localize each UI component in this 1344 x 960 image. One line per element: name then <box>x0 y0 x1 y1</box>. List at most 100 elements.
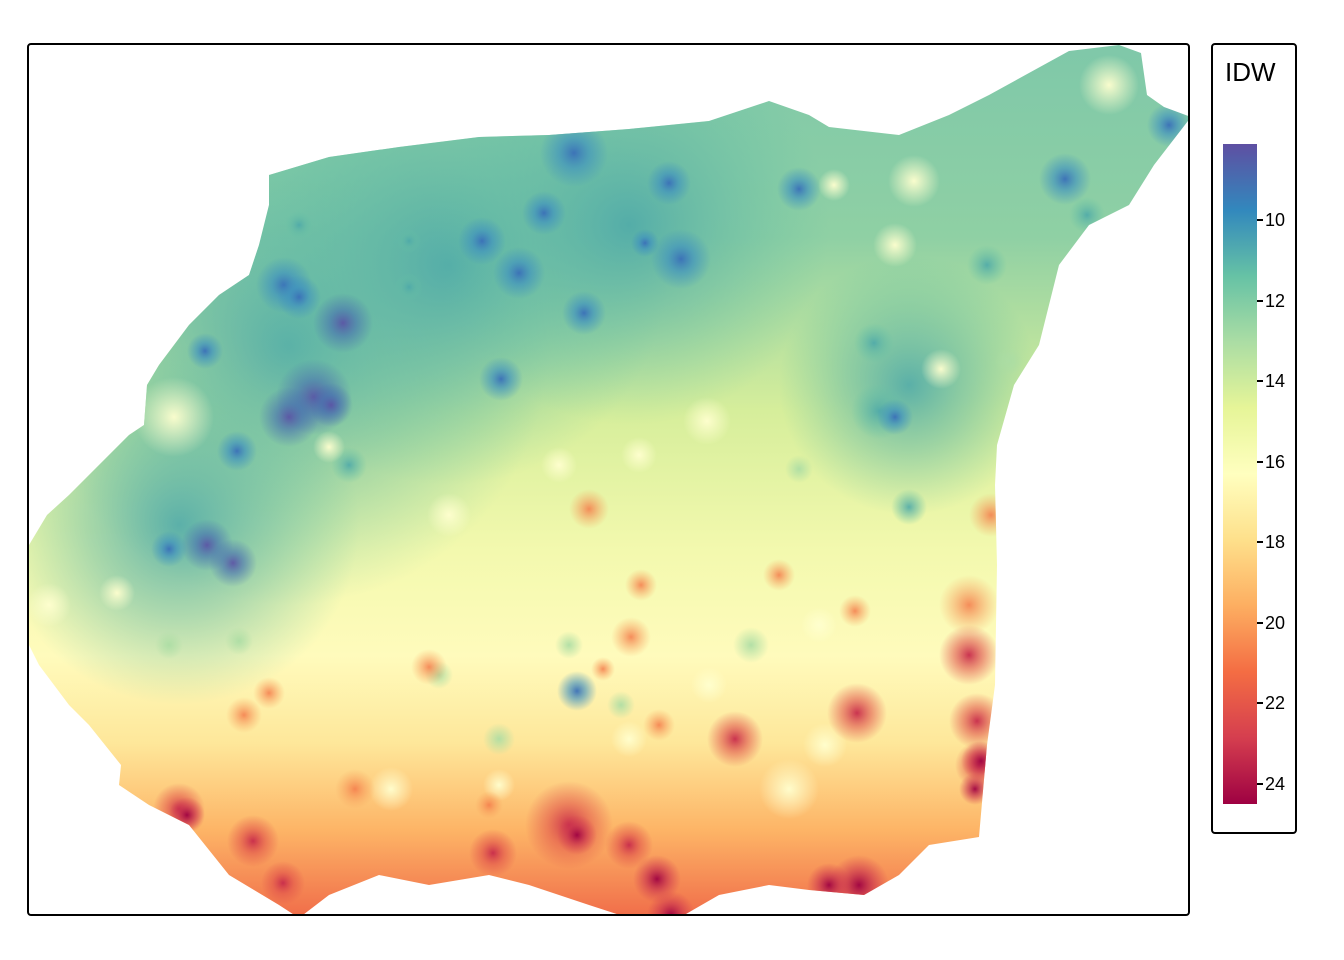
idw-hotspot <box>1147 103 1188 147</box>
idw-hotspot <box>939 575 999 635</box>
idw-hotspot <box>854 323 894 363</box>
idw-hotspot <box>647 161 691 205</box>
idw-hotspot <box>369 767 413 811</box>
legend-title: IDW <box>1225 57 1276 87</box>
idw-hotspot <box>949 693 1005 749</box>
idw-hotspot <box>483 723 515 755</box>
idw-hotspot <box>939 625 999 685</box>
idw-hotspot <box>591 657 615 681</box>
idw-hotspot <box>633 855 681 903</box>
legend-tick <box>1257 299 1263 302</box>
idw-hotspot <box>134 377 214 457</box>
idw-hotspot <box>967 245 1007 285</box>
legend-tick-label: 10 <box>1265 210 1286 231</box>
idw-hotspot <box>557 815 597 855</box>
idw-hotspot <box>557 671 597 711</box>
legend-tick <box>1257 380 1263 383</box>
idw-hotspot <box>277 275 321 319</box>
idw-hotspot <box>621 437 657 473</box>
idw-hotspot <box>253 677 285 709</box>
idw-hotspot <box>217 431 257 471</box>
idw-hotspot <box>1079 55 1139 115</box>
idw-hotspot <box>683 397 731 445</box>
idw-hotspot <box>469 829 517 877</box>
idw-hotspot <box>458 217 506 265</box>
legend-tick-label: 16 <box>1265 451 1286 472</box>
idw-hotspot <box>611 721 647 757</box>
idw-hotspot <box>313 293 373 353</box>
idw-hotspot <box>285 211 313 239</box>
idw-hotspot <box>818 169 850 201</box>
idw-hotspot <box>801 607 837 643</box>
legend-colorbar <box>1223 144 1257 804</box>
idw-hotspot <box>187 333 223 369</box>
idw-hotspot <box>877 399 913 435</box>
idw-hotspot <box>631 229 659 257</box>
idw-hotspot <box>335 769 375 809</box>
idw-hotspot <box>313 431 345 463</box>
legend-tick-label: 12 <box>1265 290 1286 311</box>
idw-hotspot <box>562 291 606 335</box>
idw-hotspot <box>691 667 727 703</box>
idw-hotspot <box>605 821 653 869</box>
legend-tick-label: 14 <box>1265 371 1286 392</box>
idw-hotspot <box>479 357 523 401</box>
idw-hotspot <box>569 489 609 529</box>
map-panel <box>27 43 1190 916</box>
legend-tick <box>1257 460 1263 463</box>
idw-hotspot <box>555 631 583 659</box>
idw-hotspot <box>259 387 319 447</box>
idw-hotspot <box>777 167 821 211</box>
idw-hotspot <box>763 559 795 591</box>
idw-hotspot <box>475 791 503 819</box>
idw-hotspot <box>427 493 471 537</box>
idw-hotspot <box>995 347 1023 375</box>
legend-tick <box>1257 219 1263 222</box>
idw-hotspot <box>785 455 813 483</box>
idw-hotspot <box>891 489 927 525</box>
idw-hotspot <box>651 229 711 289</box>
idw-hotspot <box>827 683 887 743</box>
idw-hotspot <box>540 119 608 187</box>
legend-panel: IDW 10 12 14 16 18 20 22 24 <box>1211 43 1297 834</box>
idw-hotspot <box>921 349 961 389</box>
legend-tick <box>1257 702 1263 705</box>
idw-hotspot <box>959 773 991 805</box>
idw-hotspot <box>397 229 421 253</box>
legend-tick <box>1257 782 1263 785</box>
idw-hotspot <box>643 709 675 741</box>
idw-hotspot <box>227 815 279 867</box>
idw-hotspot <box>647 891 695 914</box>
idw-hotspot <box>226 697 262 733</box>
idw-hotspot <box>733 627 769 663</box>
idw-hotspot <box>607 691 635 719</box>
idw-hotspot <box>807 863 851 907</box>
idw-hotspot <box>493 247 545 299</box>
idw-hotspot <box>969 493 1013 537</box>
idw-hotspot <box>522 191 566 235</box>
idw-hotspot <box>611 617 651 657</box>
idw-hotspot <box>625 569 657 601</box>
idw-hotspot <box>707 711 763 767</box>
idw-hotspot <box>155 631 183 659</box>
legend-tick-label: 18 <box>1265 532 1286 553</box>
idw-hotspot <box>29 583 71 627</box>
idw-hotspot <box>779 255 1039 515</box>
idw-hotspot <box>1069 197 1105 233</box>
idw-hotspot <box>169 797 205 833</box>
legend-tick-label: 22 <box>1265 693 1286 714</box>
idw-hotspot <box>1039 153 1091 205</box>
legend-tick <box>1257 621 1263 624</box>
idw-hotspot <box>151 531 187 567</box>
legend-tick-label: 20 <box>1265 612 1286 633</box>
idw-hotspot <box>261 861 305 905</box>
legend-tick <box>1257 541 1263 544</box>
idw-raster-map <box>29 45 1188 914</box>
idw-hotspot <box>888 155 940 207</box>
idw-hotspot <box>759 759 819 819</box>
legend-tick-label: 24 <box>1265 773 1286 794</box>
idw-hotspot <box>873 223 917 267</box>
idw-hotspot <box>309 383 353 427</box>
idw-hotspot <box>225 627 253 655</box>
idw-hotspot <box>99 575 135 611</box>
